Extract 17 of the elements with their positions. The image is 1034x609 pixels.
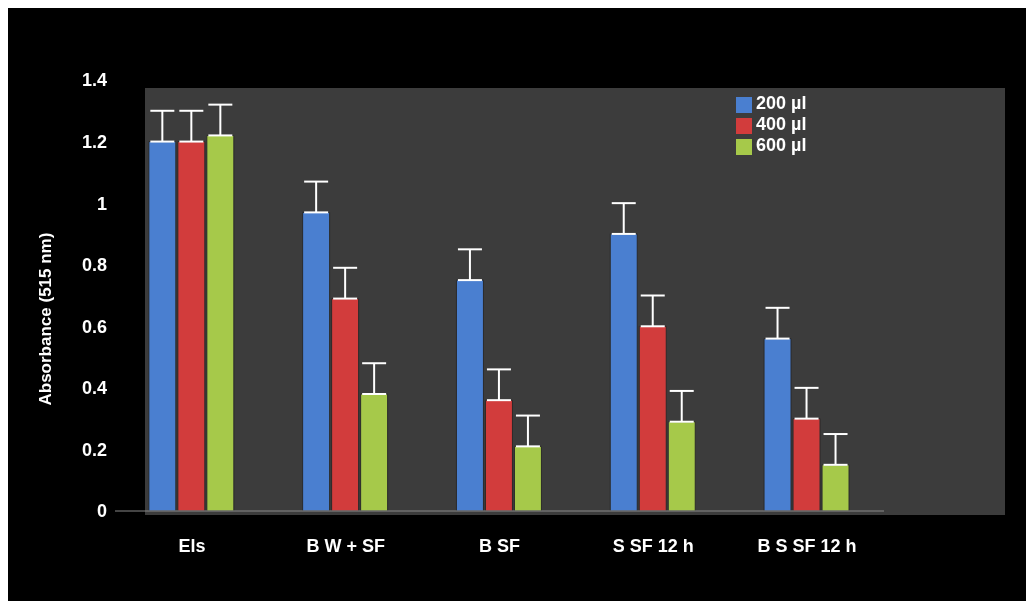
y-tick-label: 0: [96, 501, 107, 522]
x-tick-label: B S SF 12 h: [757, 535, 857, 556]
y-tick-label: 0.4: [81, 378, 107, 399]
y-tick-label: 0.8: [81, 255, 107, 276]
y-axis-title: Absorbance (515 nm): [36, 232, 56, 406]
x-tick-label: S SF 12 h: [612, 535, 694, 556]
y-tick-label: 0.6: [81, 316, 107, 337]
y-tick-label: 0.2: [81, 439, 107, 460]
x-tick-label: B W + SF: [306, 535, 385, 556]
legend-label: 200 µl: [756, 93, 807, 113]
x-tick-label: Els: [178, 535, 206, 556]
legend-label: 600 µl: [756, 135, 807, 155]
y-tick-label: 1: [96, 193, 107, 214]
y-tick-label: 1.4: [81, 70, 107, 91]
legend-label: 400 µl: [756, 114, 807, 134]
x-tick-label: B SF: [478, 535, 521, 556]
y-tick-label: 1.2: [81, 131, 107, 152]
